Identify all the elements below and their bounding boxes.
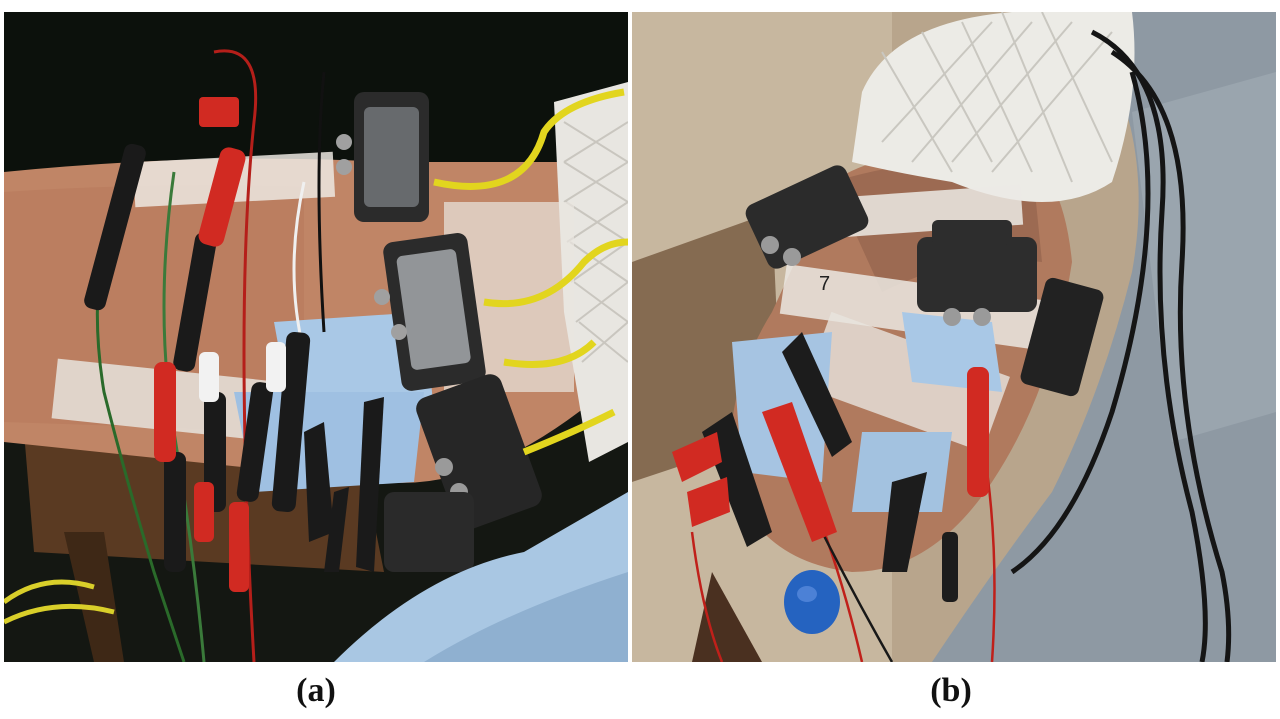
forearm-photo-a [4,12,628,662]
yellow-cables [433,88,628,456]
photo-panel-b: 7 [632,12,1276,662]
red-alligator-clips [154,97,249,592]
black-clips [702,332,958,602]
probe-leads [84,143,384,572]
mesh-bandage [554,82,628,462]
caption-b: (b) [930,672,972,709]
red-alligator-clips [672,367,989,542]
forearm-photo-b: 7 [632,12,1276,662]
sensor-box [336,92,429,222]
sensor-box [745,165,1104,397]
photo-panel-a [4,12,628,662]
caption-a: (a) [296,672,336,709]
blue-cap [784,570,840,634]
black-cables [1010,29,1232,662]
svg-text:7: 7 [819,273,830,295]
